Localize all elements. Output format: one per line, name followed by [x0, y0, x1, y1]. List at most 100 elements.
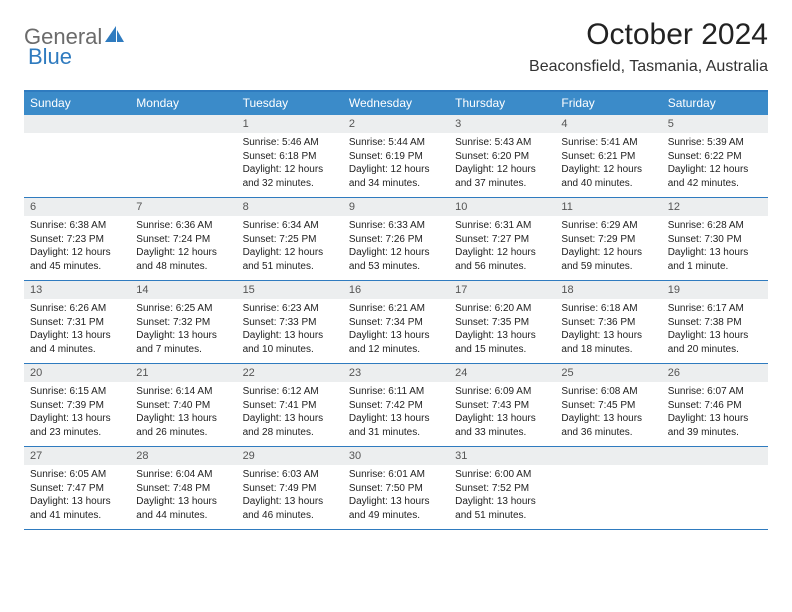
- day-details: Sunrise: 6:08 AMSunset: 7:45 PMDaylight:…: [555, 382, 661, 443]
- daylight-text: Daylight: 13 hours and 36 minutes.: [561, 412, 655, 439]
- day-cell: 5Sunrise: 5:39 AMSunset: 6:22 PMDaylight…: [662, 115, 768, 197]
- day-number: [130, 115, 236, 133]
- day-details: Sunrise: 6:34 AMSunset: 7:25 PMDaylight:…: [237, 216, 343, 277]
- day-cell: 31Sunrise: 6:00 AMSunset: 7:52 PMDayligh…: [449, 447, 555, 529]
- day-cell: 1Sunrise: 5:46 AMSunset: 6:18 PMDaylight…: [237, 115, 343, 197]
- day-details: Sunrise: 6:14 AMSunset: 7:40 PMDaylight:…: [130, 382, 236, 443]
- daylight-text: Daylight: 12 hours and 56 minutes.: [455, 246, 549, 273]
- day-number: 4: [555, 115, 661, 133]
- sunset-text: Sunset: 6:20 PM: [455, 150, 549, 164]
- sunset-text: Sunset: 7:23 PM: [30, 233, 124, 247]
- day-details: Sunrise: 6:17 AMSunset: 7:38 PMDaylight:…: [662, 299, 768, 360]
- day-details: Sunrise: 6:21 AMSunset: 7:34 PMDaylight:…: [343, 299, 449, 360]
- day-number: [555, 447, 661, 465]
- day-cell-empty: [24, 115, 130, 197]
- day-number: 25: [555, 364, 661, 382]
- day-cell: 17Sunrise: 6:20 AMSunset: 7:35 PMDayligh…: [449, 281, 555, 363]
- sunrise-text: Sunrise: 5:39 AM: [668, 136, 762, 150]
- day-number: 11: [555, 198, 661, 216]
- day-number: 23: [343, 364, 449, 382]
- sunset-text: Sunset: 7:42 PM: [349, 399, 443, 413]
- sunrise-text: Sunrise: 6:12 AM: [243, 385, 337, 399]
- daylight-text: Daylight: 13 hours and 12 minutes.: [349, 329, 443, 356]
- day-cell: 16Sunrise: 6:21 AMSunset: 7:34 PMDayligh…: [343, 281, 449, 363]
- day-cell: 14Sunrise: 6:25 AMSunset: 7:32 PMDayligh…: [130, 281, 236, 363]
- day-details: Sunrise: 6:05 AMSunset: 7:47 PMDaylight:…: [24, 465, 130, 526]
- sunrise-text: Sunrise: 6:07 AM: [668, 385, 762, 399]
- daylight-text: Daylight: 13 hours and 46 minutes.: [243, 495, 337, 522]
- title-block: October 2024 Beaconsfield, Tasmania, Aus…: [529, 18, 768, 76]
- day-number: 9: [343, 198, 449, 216]
- day-number: 29: [237, 447, 343, 465]
- sunrise-text: Sunrise: 6:04 AM: [136, 468, 230, 482]
- sunrise-text: Sunrise: 6:03 AM: [243, 468, 337, 482]
- sunrise-text: Sunrise: 6:01 AM: [349, 468, 443, 482]
- calendar: Sunday Monday Tuesday Wednesday Thursday…: [24, 90, 768, 530]
- day-cell: 2Sunrise: 5:44 AMSunset: 6:19 PMDaylight…: [343, 115, 449, 197]
- day-cell: 30 Sunrise: 6:01 AMSunset: 7:50 PMDayligh…: [343, 447, 449, 529]
- daylight-text: Daylight: 13 hours and 18 minutes.: [561, 329, 655, 356]
- day-number: [662, 447, 768, 465]
- day-details: [662, 465, 768, 472]
- daylight-text: Daylight: 13 hours and 51 minutes.: [455, 495, 549, 522]
- sunset-text: Sunset: 7:25 PM: [243, 233, 337, 247]
- sunrise-text: Sunrise: 6:38 AM: [30, 219, 124, 233]
- daylight-text: Daylight: 13 hours and 33 minutes.: [455, 412, 549, 439]
- week-row: 6Sunrise: 6:38 AMSunset: 7:23 PMDaylight…: [24, 198, 768, 281]
- day-number: 21: [130, 364, 236, 382]
- day-number: 16: [343, 281, 449, 299]
- day-number: 2: [343, 115, 449, 133]
- day-details: Sunrise: 5:46 AMSunset: 6:18 PMDaylight:…: [237, 133, 343, 194]
- day-cell-empty: [662, 447, 768, 529]
- week-row: 13Sunrise: 6:26 AMSunset: 7:31 PMDayligh…: [24, 281, 768, 364]
- day-details: Sunrise: 6:15 AMSunset: 7:39 PMDaylight:…: [24, 382, 130, 443]
- sunrise-text: Sunrise: 6:11 AM: [349, 385, 443, 399]
- day-number: 13: [24, 281, 130, 299]
- day-cell: 23Sunrise: 6:11 AMSunset: 7:42 PMDayligh…: [343, 364, 449, 446]
- sunset-text: Sunset: 7:41 PM: [243, 399, 337, 413]
- daylight-text: Daylight: 13 hours and 10 minutes.: [243, 329, 337, 356]
- daylight-text: Daylight: 13 hours and 26 minutes.: [136, 412, 230, 439]
- day-details: Sunrise: 6:25 AMSunset: 7:32 PMDaylight:…: [130, 299, 236, 360]
- daylight-text: Daylight: 13 hours and 49 minutes.: [349, 495, 443, 522]
- day-details: Sunrise: 6:38 AMSunset: 7:23 PMDaylight:…: [24, 216, 130, 277]
- sunset-text: Sunset: 6:19 PM: [349, 150, 443, 164]
- daylight-text: Daylight: 13 hours and 15 minutes.: [455, 329, 549, 356]
- sunset-text: Sunset: 7:49 PM: [243, 482, 337, 496]
- day-cell: 27Sunrise: 6:05 AMSunset: 7:47 PMDayligh…: [24, 447, 130, 529]
- weekday-header: Monday: [130, 92, 236, 115]
- day-cell: 12Sunrise: 6:28 AMSunset: 7:30 PMDayligh…: [662, 198, 768, 280]
- sunset-text: Sunset: 7:50 PM: [349, 482, 443, 496]
- day-cell-empty: [555, 447, 661, 529]
- daylight-text: Daylight: 12 hours and 34 minutes.: [349, 163, 443, 190]
- sunrise-text: Sunrise: 6:29 AM: [561, 219, 655, 233]
- weeks-container: 1Sunrise: 5:46 AMSunset: 6:18 PMDaylight…: [24, 115, 768, 530]
- weekday-header: Wednesday: [343, 92, 449, 115]
- sunrise-text: Sunrise: 6:14 AM: [136, 385, 230, 399]
- sunset-text: Sunset: 7:24 PM: [136, 233, 230, 247]
- day-cell: 28Sunrise: 6:04 AMSunset: 7:48 PMDayligh…: [130, 447, 236, 529]
- day-details: Sunrise: 6:36 AMSunset: 7:24 PMDaylight:…: [130, 216, 236, 277]
- sunset-text: Sunset: 7:43 PM: [455, 399, 549, 413]
- weekday-header: Sunday: [24, 92, 130, 115]
- location-label: Beaconsfield, Tasmania, Australia: [529, 58, 768, 76]
- day-number: 20: [24, 364, 130, 382]
- sunset-text: Sunset: 7:30 PM: [668, 233, 762, 247]
- day-details: Sunrise: 6:07 AMSunset: 7:46 PMDaylight:…: [662, 382, 768, 443]
- day-details: Sunrise: 5:44 AMSunset: 6:19 PMDaylight:…: [343, 133, 449, 194]
- day-details: [555, 465, 661, 472]
- day-number: 15: [237, 281, 343, 299]
- day-number: 14: [130, 281, 236, 299]
- sunset-text: Sunset: 7:47 PM: [30, 482, 124, 496]
- sunrise-text: Sunrise: 6:28 AM: [668, 219, 762, 233]
- day-number: 30: [343, 447, 449, 465]
- sunset-text: Sunset: 7:40 PM: [136, 399, 230, 413]
- day-cell: 20Sunrise: 6:15 AMSunset: 7:39 PMDayligh…: [24, 364, 130, 446]
- day-details: Sunrise: 6:09 AMSunset: 7:43 PMDaylight:…: [449, 382, 555, 443]
- month-title: October 2024: [529, 18, 768, 52]
- sunrise-text: Sunrise: 6:09 AM: [455, 385, 549, 399]
- day-details: Sunrise: 6:12 AMSunset: 7:41 PMDaylight:…: [237, 382, 343, 443]
- daylight-text: Daylight: 13 hours and 20 minutes.: [668, 329, 762, 356]
- day-cell: 13Sunrise: 6:26 AMSunset: 7:31 PMDayligh…: [24, 281, 130, 363]
- day-details: Sunrise: 6:18 AMSunset: 7:36 PMDaylight:…: [555, 299, 661, 360]
